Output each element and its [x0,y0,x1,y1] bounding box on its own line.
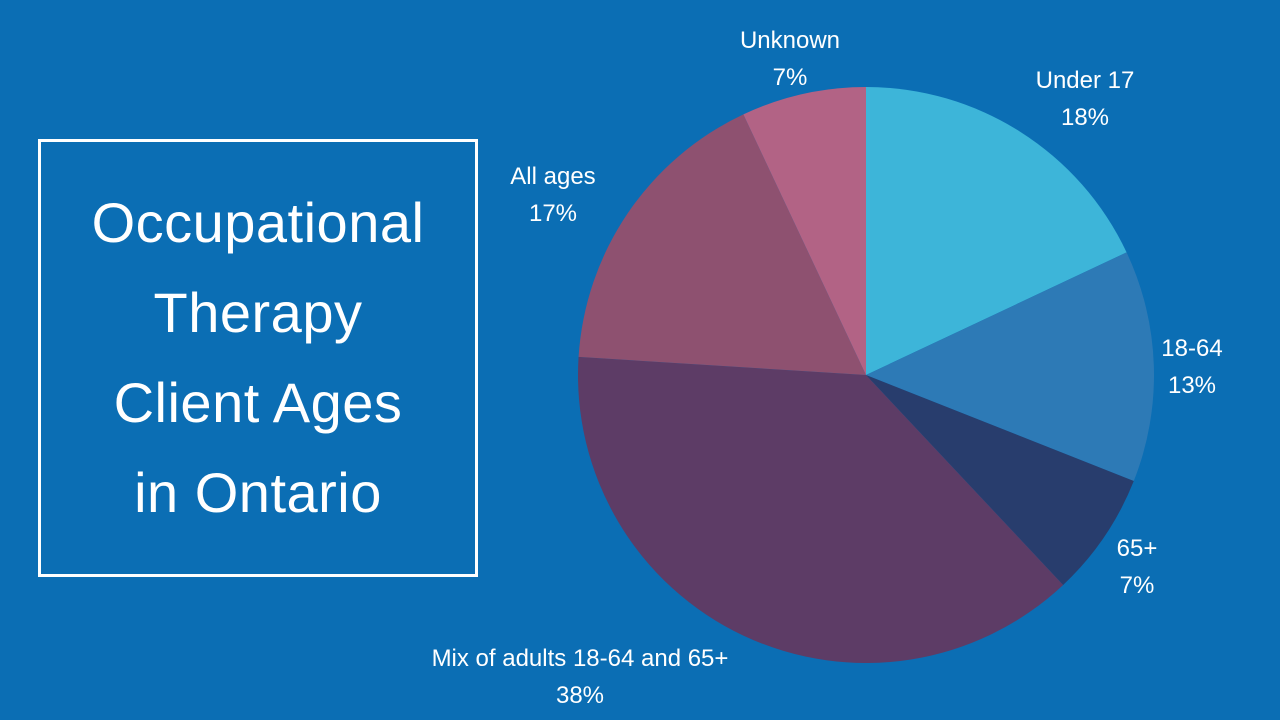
pie-label-percent: 7% [1119,572,1155,599]
pie-label-name: Unknown [739,27,841,54]
pie-slice-1 [866,252,1155,482]
pie-label-under-17: Under 17 18% [985,62,1185,136]
pie-label-percent: 13% [1167,372,1217,399]
pie-slice-3 [578,356,1064,663]
pie-slice-2 [866,375,1134,585]
page-title-line-1: Occupational [91,191,425,254]
pie-label-percent: 18% [1060,104,1110,131]
page-title-line-4: in Ontario [134,461,382,524]
pie-label-percent: 7% [772,64,808,91]
pie-label-unknown: Unknown 7% [690,22,890,96]
page-title-line-3: Client Ages [113,371,403,434]
pie-slice-5 [743,87,866,375]
page-title-line-2: Therapy [153,281,363,344]
pie-label-all-ages: All ages 17% [453,158,653,232]
pie-label-18-64: 18-64 13% [1092,330,1280,404]
pie-slice-4 [578,114,866,375]
title-box: Occupational Therapy Client Ages in Onta… [38,139,478,577]
pie-label-name: 18-64 [1161,335,1223,362]
pie-slice-0 [866,87,1127,375]
pie-label-name: All ages [510,163,596,190]
pie-label-name: Under 17 [1035,67,1135,94]
pie-label-mix-of-adults: Mix of adults 18-64 and 65+ 38% [380,640,780,714]
pie-label-name: 65+ [1116,535,1158,562]
pie-label-percent: 38% [555,682,605,709]
pie-label-name: Mix of adults 18-64 and 65+ [431,645,729,672]
pie-label-65-plus: 65+ 7% [1037,530,1237,604]
pie-label-percent: 17% [528,200,578,227]
